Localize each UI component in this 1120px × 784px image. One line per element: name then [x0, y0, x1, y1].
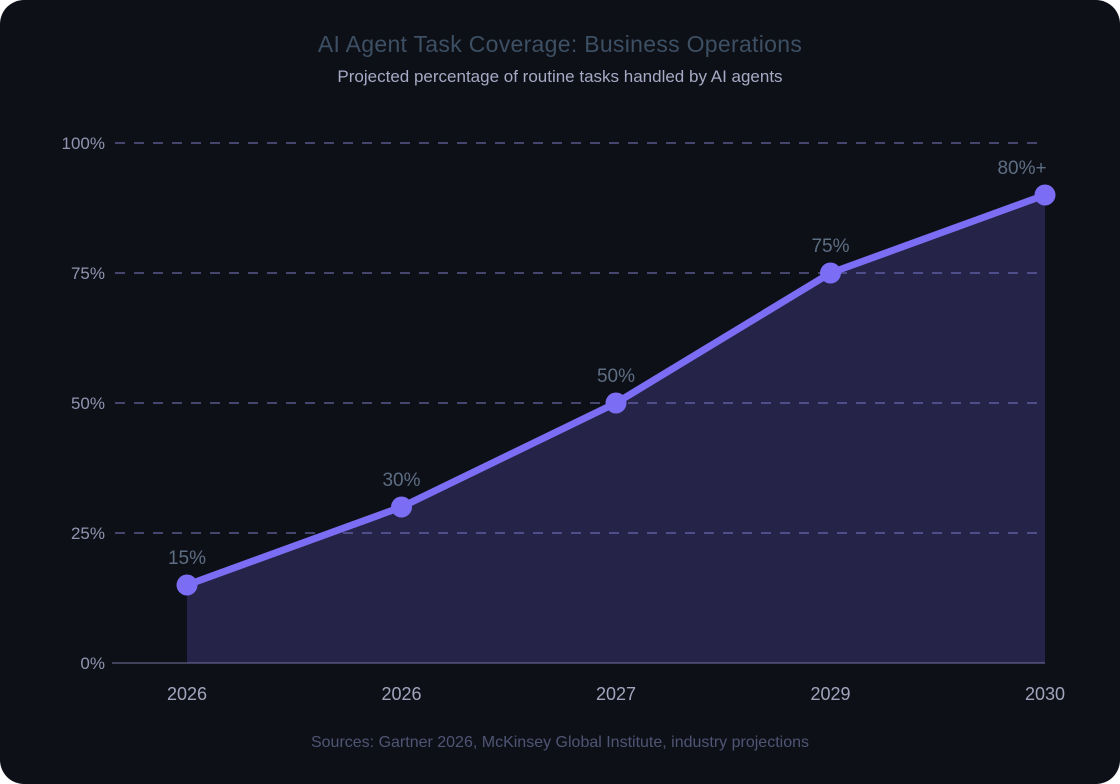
x-tick-label: 2029 [810, 684, 850, 704]
data-point-label: 50% [597, 366, 635, 387]
data-point-marker [605, 392, 627, 414]
x-tick-label: 2030 [1025, 684, 1065, 704]
chart-subtitle: Projected percentage of routine tasks ha… [337, 67, 783, 86]
y-tick-label: 50% [71, 394, 105, 413]
data-point-label: 30% [382, 470, 420, 491]
data-point-label: 80%+ [997, 158, 1046, 179]
data-point-marker [1034, 184, 1056, 206]
x-tick-label: 2027 [596, 684, 636, 704]
y-tick-label: 0% [80, 654, 105, 673]
data-point-label: 15% [168, 548, 206, 569]
y-tick-label: 75% [71, 264, 105, 283]
y-tick-label: 100% [62, 134, 105, 153]
x-tick-label: 2026 [381, 684, 421, 704]
chart-title: AI Agent Task Coverage: Business Operati… [317, 31, 803, 57]
x-tick-label: 2026 [167, 684, 207, 704]
data-point-marker [820, 262, 841, 284]
source-note: Sources: Gartner 2026, McKinsey Global I… [310, 734, 809, 751]
data-point-marker [391, 496, 412, 518]
data-point-label: 75% [811, 236, 849, 257]
data-point-marker [176, 574, 198, 596]
y-tick-label: 25% [71, 524, 105, 543]
area-fill [187, 195, 1045, 663]
